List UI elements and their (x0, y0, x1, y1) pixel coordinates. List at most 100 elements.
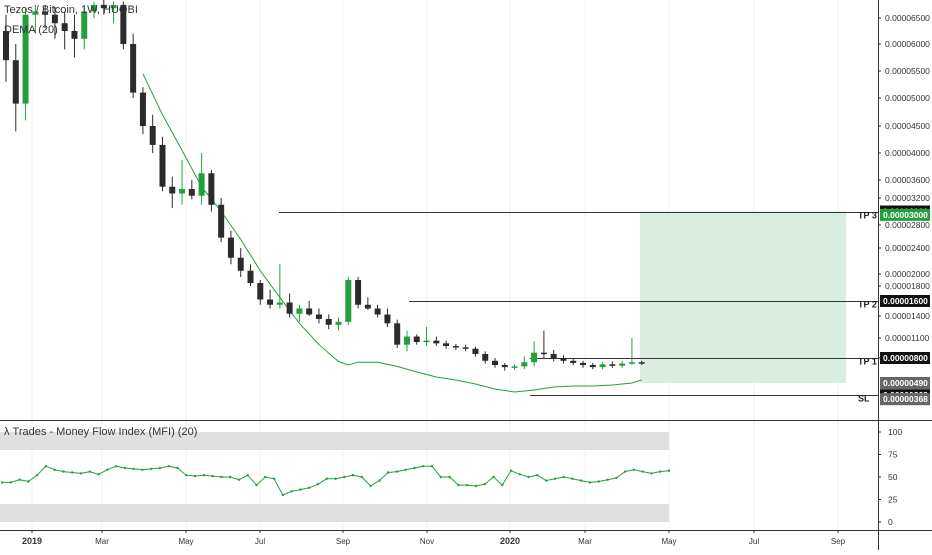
mfi-point (316, 483, 320, 486)
candle (100, 0, 107, 15)
mfi-point (588, 481, 592, 484)
candle-body (218, 204, 225, 238)
candle (560, 355, 567, 364)
price-tick-label: 0.00006500 (885, 13, 930, 23)
candle-body (130, 44, 137, 93)
mfi-point (167, 465, 170, 468)
candle-body (139, 92, 146, 126)
mfi-point (360, 475, 364, 479)
mfi-point (123, 466, 127, 470)
mfi-point (465, 483, 469, 487)
mfi-point (307, 486, 311, 489)
candle-body (32, 11, 39, 15)
candle-body (12, 60, 19, 104)
level-label: TP 3 (858, 211, 877, 221)
mfi-point (114, 465, 118, 468)
candle (198, 153, 205, 205)
candle (81, 4, 88, 50)
mfi-point (474, 484, 478, 488)
candle (570, 358, 577, 365)
candle (638, 360, 645, 365)
candle (42, 4, 49, 29)
candle (276, 264, 283, 309)
mfi-tick-label: 0 (888, 517, 893, 527)
candle (247, 264, 254, 286)
mfi-point (422, 465, 425, 468)
candle (315, 308, 322, 324)
level-label: TP 2 (858, 300, 877, 310)
candle-body (286, 302, 293, 314)
tag-tp2-text: 0.00001600 (883, 296, 928, 306)
candle-body (345, 280, 352, 322)
price-tick-label: 0.00003600 (885, 175, 930, 185)
candle-body (521, 362, 528, 367)
candle (61, 11, 68, 50)
mfi-point (623, 470, 627, 473)
mfi-point (132, 467, 135, 471)
candle (169, 176, 176, 209)
candle (227, 230, 234, 265)
candle-body (501, 365, 508, 368)
mfi-point (53, 468, 56, 471)
mfi-point (44, 465, 48, 468)
mfi-point (650, 472, 653, 475)
candle-body (61, 23, 68, 31)
candle-body (267, 299, 274, 305)
mfi-point (97, 473, 100, 476)
mfi-point (527, 475, 530, 479)
level-label: SL (858, 394, 870, 404)
tag-tp1-text: 0.00000800 (883, 353, 928, 363)
candle-body (628, 362, 635, 364)
candle (306, 301, 313, 316)
profit-zone (640, 211, 846, 383)
candle (472, 346, 479, 357)
mfi-point (255, 483, 258, 487)
candle (423, 327, 430, 346)
time-axis[interactable]: 2019 Mar May Jul Sep Nov 2020 Mar May Jul Sep (22, 530, 846, 546)
candle-body (560, 358, 567, 361)
tag-last-text: 0.00000490 (883, 378, 928, 388)
price-tick-label: 0.00001800 (885, 281, 930, 291)
mfi-band (0, 504, 669, 522)
mfi-point (571, 477, 574, 480)
mfi-point (597, 480, 600, 483)
candle (628, 338, 635, 365)
mfi-point (0, 481, 4, 484)
candle-body (335, 321, 342, 325)
candle (3, 14, 9, 82)
mfi-point (149, 467, 153, 471)
candle (413, 334, 420, 345)
mfi-point (202, 474, 206, 477)
candle (296, 304, 303, 322)
mfi-point (211, 474, 214, 478)
candle (384, 308, 391, 327)
price-tick-label: 0.00001100 (885, 333, 930, 343)
mfi-point (615, 476, 618, 480)
mfi-point (369, 484, 372, 488)
tag-dema-text: 0.00000368 (883, 394, 928, 404)
price-tick-label: 0.00005000 (885, 93, 930, 103)
candle-body (550, 354, 557, 358)
time-label: 2020 (500, 536, 520, 546)
candle-body (540, 352, 547, 355)
mfi-point (413, 466, 416, 470)
tag-dema-bg (880, 393, 930, 406)
candle (22, 8, 29, 121)
candle (110, 1, 117, 24)
candle (433, 336, 440, 346)
mfi-point (79, 472, 83, 475)
price-tick-label: 0.00002400 (885, 243, 930, 253)
price-axis[interactable]: 0.00006500 0.00006000 0.00005500 0.00005000… (878, 13, 930, 406)
mfi-point (536, 474, 539, 477)
mfi-point (62, 470, 65, 473)
candle-body (413, 336, 420, 342)
mfi-point (439, 475, 443, 479)
candle (355, 277, 362, 309)
candle-body (159, 144, 166, 187)
candle (218, 198, 225, 243)
time-label: May (661, 537, 676, 546)
mfi-point (158, 466, 162, 470)
mfi-point (667, 469, 671, 472)
